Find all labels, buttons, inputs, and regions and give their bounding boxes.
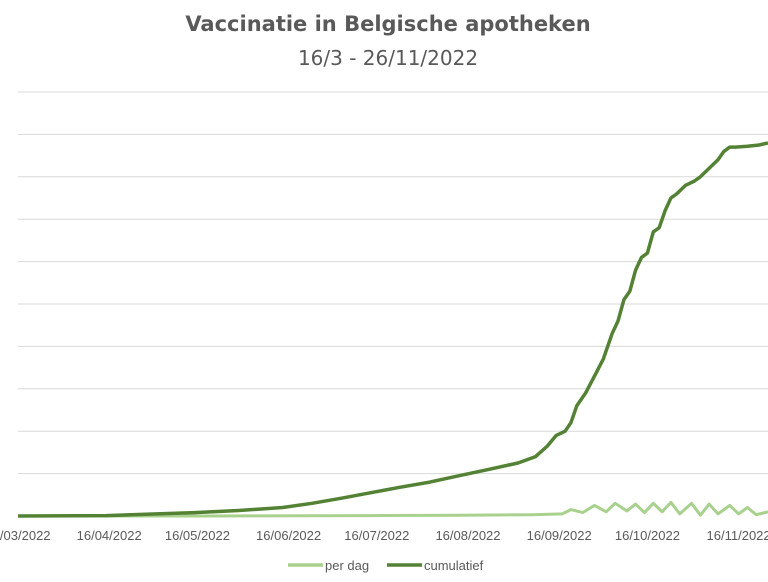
x-tick-label: 16/11/2022 [707,528,768,543]
x-tick-label: 16/04/2022 [77,528,142,543]
x-tick-label: 16/09/2022 [527,528,592,543]
legend-label-per-dag: per dag [325,558,369,573]
chart-subtitle: 16/3 - 26/11/2022 [297,46,479,70]
x-tick-label: 16/06/2022 [256,528,321,543]
legend: per dag cumulatief [288,558,484,573]
legend-label-cumulatief: cumulatief [424,558,484,573]
series-line-cumulatief [17,141,768,518]
x-tick-label: 16/08/2022 [435,528,500,543]
gridlines [18,91,768,475]
series-line-per-dag [18,500,768,518]
x-tick-label: 16/10/2022 [615,528,680,543]
x-axis: 16/03/2022 16/04/2022 16/05/2022 16/06/2022… [0,528,768,543]
x-tick-label: 16/07/2022 [344,528,409,543]
plot-area [17,141,768,518]
x-tick-label: 16/05/2022 [165,528,230,543]
x-tick-label: 16/03/2022 [0,528,51,543]
chart-title: Vaccinatie in Belgische apotheken [185,12,591,36]
